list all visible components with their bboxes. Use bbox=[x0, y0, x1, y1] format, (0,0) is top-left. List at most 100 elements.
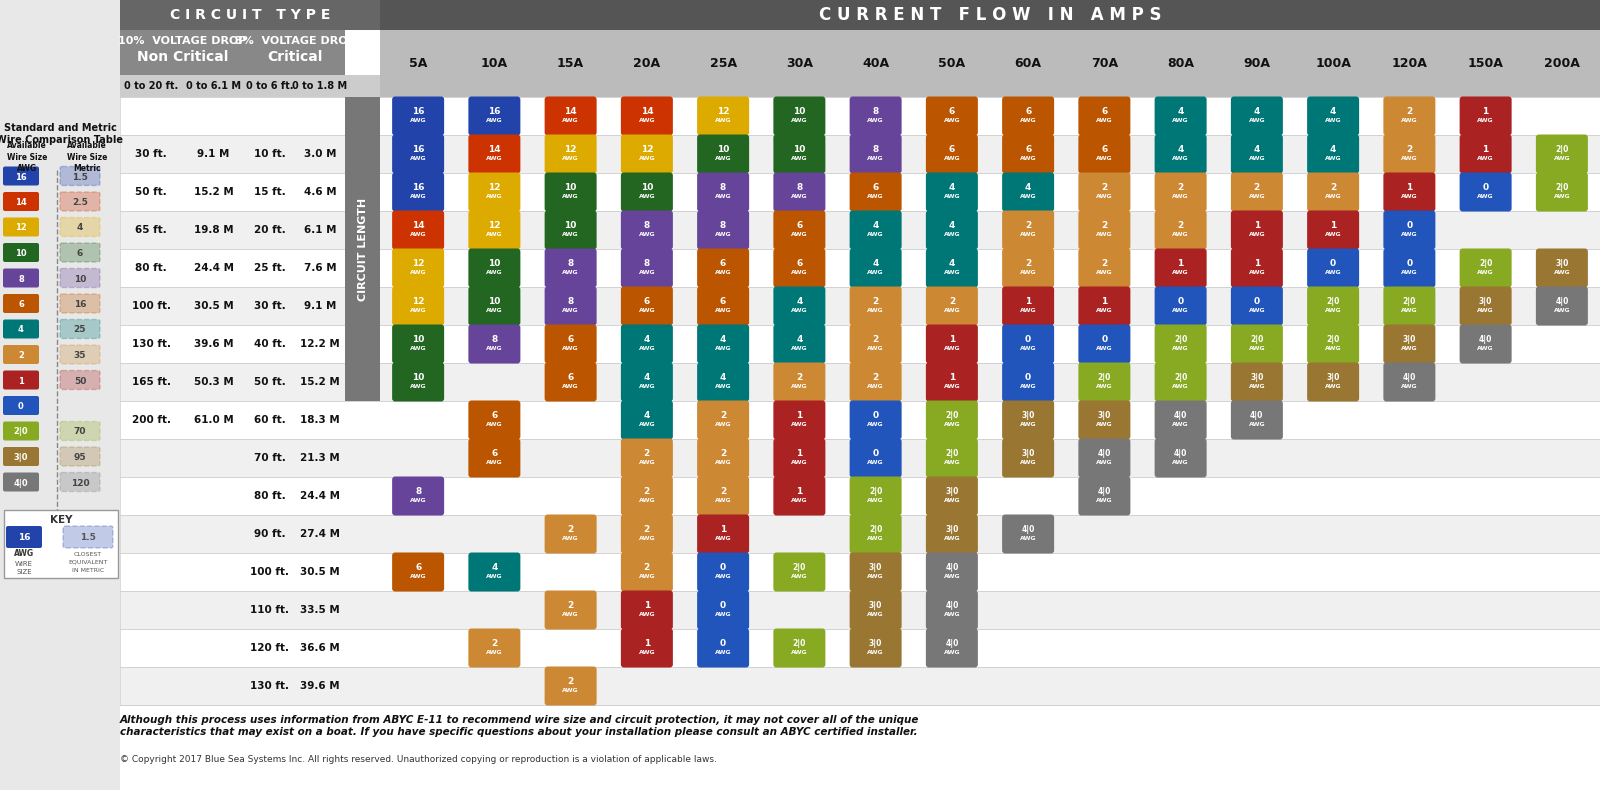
Text: AWG: AWG bbox=[944, 118, 960, 123]
Text: AWG: AWG bbox=[867, 498, 883, 503]
Text: AWG: AWG bbox=[1096, 347, 1112, 352]
FancyBboxPatch shape bbox=[3, 217, 38, 236]
Text: 10: 10 bbox=[794, 107, 805, 116]
Text: 0: 0 bbox=[1406, 221, 1413, 231]
FancyBboxPatch shape bbox=[850, 325, 902, 363]
FancyBboxPatch shape bbox=[1155, 325, 1206, 363]
Text: AWG: AWG bbox=[1096, 194, 1112, 200]
FancyBboxPatch shape bbox=[621, 363, 674, 401]
FancyBboxPatch shape bbox=[773, 210, 826, 250]
Text: 35: 35 bbox=[74, 351, 86, 360]
Text: AWG: AWG bbox=[1325, 232, 1341, 238]
FancyBboxPatch shape bbox=[621, 476, 674, 516]
Text: 16: 16 bbox=[411, 183, 424, 193]
Text: AWG: AWG bbox=[867, 385, 883, 389]
Text: 1: 1 bbox=[1483, 107, 1488, 116]
FancyBboxPatch shape bbox=[926, 629, 978, 668]
Bar bbox=[3, 510, 118, 578]
Bar bbox=[120, 439, 1600, 477]
FancyBboxPatch shape bbox=[61, 371, 99, 389]
FancyBboxPatch shape bbox=[392, 552, 445, 592]
FancyBboxPatch shape bbox=[469, 172, 520, 212]
Text: 25 ft.: 25 ft. bbox=[254, 263, 286, 273]
Text: 1: 1 bbox=[1406, 183, 1413, 193]
Text: 60 ft.: 60 ft. bbox=[254, 415, 286, 425]
Text: 16: 16 bbox=[411, 145, 424, 155]
FancyBboxPatch shape bbox=[3, 319, 38, 338]
FancyBboxPatch shape bbox=[1459, 172, 1512, 212]
Text: AWG: AWG bbox=[1173, 118, 1189, 123]
Text: AWG: AWG bbox=[944, 270, 960, 276]
Text: AWG: AWG bbox=[867, 194, 883, 200]
Text: AWG: AWG bbox=[638, 385, 654, 389]
FancyBboxPatch shape bbox=[1384, 249, 1435, 288]
Text: C I R C U I T   T Y P E: C I R C U I T T Y P E bbox=[170, 8, 330, 22]
Text: AWG: AWG bbox=[944, 309, 960, 314]
Text: 100A: 100A bbox=[1315, 57, 1350, 70]
FancyBboxPatch shape bbox=[61, 167, 99, 186]
Text: 8: 8 bbox=[643, 259, 650, 269]
Text: AWG: AWG bbox=[1325, 385, 1341, 389]
Text: 2: 2 bbox=[1406, 107, 1413, 116]
Text: 12: 12 bbox=[14, 224, 27, 232]
Text: 2: 2 bbox=[872, 298, 878, 307]
Text: 2: 2 bbox=[1101, 259, 1107, 269]
Text: 110 ft.: 110 ft. bbox=[251, 605, 290, 615]
Text: 1: 1 bbox=[797, 450, 803, 458]
Text: 6: 6 bbox=[1026, 107, 1032, 116]
Bar bbox=[120, 30, 245, 75]
Text: AWG: AWG bbox=[410, 309, 427, 314]
FancyBboxPatch shape bbox=[1078, 210, 1130, 250]
Text: 4|0: 4|0 bbox=[1098, 487, 1110, 496]
FancyBboxPatch shape bbox=[926, 96, 978, 136]
Text: 8: 8 bbox=[643, 221, 650, 231]
FancyBboxPatch shape bbox=[698, 249, 749, 288]
Text: C U R R E N T   F L O W   I N   A M P S: C U R R E N T F L O W I N A M P S bbox=[819, 6, 1162, 24]
FancyBboxPatch shape bbox=[3, 345, 38, 364]
FancyBboxPatch shape bbox=[621, 287, 674, 325]
Text: AWG: AWG bbox=[1402, 232, 1418, 238]
Text: 2: 2 bbox=[1254, 183, 1261, 193]
FancyBboxPatch shape bbox=[926, 134, 978, 174]
FancyBboxPatch shape bbox=[1384, 363, 1435, 401]
Text: 1: 1 bbox=[1254, 221, 1261, 231]
Text: AWG: AWG bbox=[638, 423, 654, 427]
Text: 2: 2 bbox=[568, 525, 574, 535]
Text: AWG: AWG bbox=[1248, 347, 1266, 352]
Text: 4: 4 bbox=[491, 563, 498, 573]
Text: 36.6 M: 36.6 M bbox=[301, 643, 339, 653]
Text: AWG: AWG bbox=[944, 574, 960, 580]
Text: 30 ft.: 30 ft. bbox=[254, 301, 286, 311]
Text: 3|0: 3|0 bbox=[869, 563, 882, 573]
Text: AWG: AWG bbox=[1019, 461, 1037, 465]
Text: 2: 2 bbox=[643, 525, 650, 535]
Text: 100 ft.: 100 ft. bbox=[251, 567, 290, 577]
Text: 0 to 20 ft.: 0 to 20 ft. bbox=[123, 81, 178, 91]
Bar bbox=[120, 363, 1600, 401]
Text: AWG: AWG bbox=[790, 270, 808, 276]
FancyBboxPatch shape bbox=[773, 96, 826, 136]
FancyBboxPatch shape bbox=[698, 552, 749, 592]
FancyBboxPatch shape bbox=[850, 249, 902, 288]
FancyBboxPatch shape bbox=[698, 514, 749, 554]
Text: 25: 25 bbox=[74, 325, 86, 334]
Text: 1.5: 1.5 bbox=[72, 172, 88, 182]
FancyBboxPatch shape bbox=[544, 172, 597, 212]
Text: AWG: AWG bbox=[790, 461, 808, 465]
FancyBboxPatch shape bbox=[1078, 249, 1130, 288]
Text: AWG: AWG bbox=[1402, 118, 1418, 123]
Text: 4|0: 4|0 bbox=[1174, 412, 1187, 420]
Text: 19.8 M: 19.8 M bbox=[194, 225, 234, 235]
FancyBboxPatch shape bbox=[1002, 172, 1054, 212]
Bar bbox=[0, 0, 120, 790]
Text: AWG: AWG bbox=[1477, 270, 1494, 276]
Text: AWG: AWG bbox=[715, 232, 731, 238]
Text: AWG: AWG bbox=[1173, 309, 1189, 314]
Text: AWG: AWG bbox=[1554, 309, 1570, 314]
Text: 3|0: 3|0 bbox=[869, 639, 882, 649]
Text: 8: 8 bbox=[491, 336, 498, 344]
Text: AWG: AWG bbox=[715, 574, 731, 580]
Text: Wire Comparison Table: Wire Comparison Table bbox=[0, 135, 123, 145]
Text: 2: 2 bbox=[568, 601, 574, 611]
Text: 12: 12 bbox=[565, 145, 578, 155]
